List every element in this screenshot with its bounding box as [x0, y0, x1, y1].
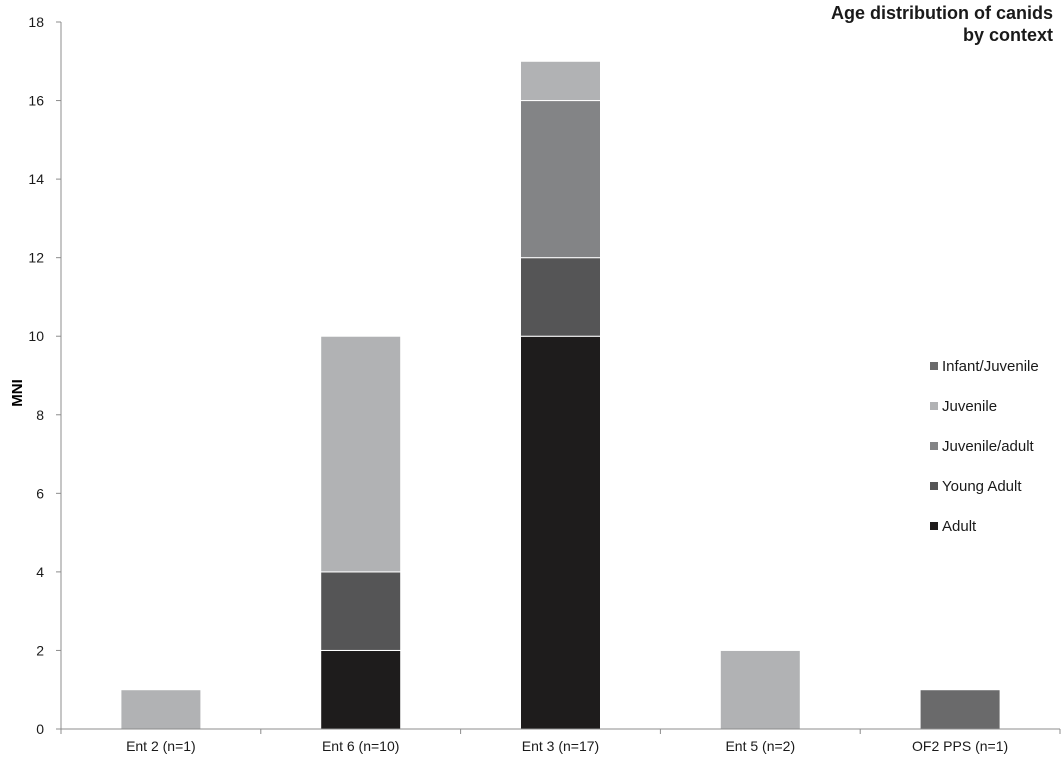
x-tick-label: Ent 6 (n=10): [322, 738, 399, 754]
x-tick-label: OF2 PPS (n=1): [912, 738, 1008, 754]
x-tick-label: Ent 3 (n=17): [522, 738, 599, 754]
y-tick-label: 16: [28, 93, 44, 109]
legend-item: Adult: [930, 518, 976, 536]
y-axis: 0 2 4 6 8 10 12 14 16 18: [28, 14, 62, 737]
y-tick-label: 6: [36, 485, 44, 501]
bar-series: [120, 60, 1001, 730]
legend-swatch: [930, 522, 938, 530]
legend-item: Young Adult: [930, 478, 1022, 496]
bar-segment-juvenile: [520, 60, 601, 102]
legend-label: Infant/Juvenile: [942, 358, 1039, 375]
legend-label: Young Adult: [942, 478, 1022, 495]
legend-label: Juvenile: [942, 398, 998, 415]
bar-segment-adult: [320, 649, 402, 730]
x-tick-label: Ent 5 (n=2): [725, 738, 795, 754]
y-tick-label: 8: [36, 407, 44, 423]
y-tick-label: 12: [28, 250, 44, 266]
legend-swatch: [930, 482, 938, 490]
bar-segment-young-adult: [320, 571, 402, 651]
bar-segment-juvenile: [320, 335, 402, 573]
y-tick-label: 2: [36, 642, 44, 658]
y-tick-label: 10: [28, 328, 44, 344]
x-tick-label: Ent 2 (n=1): [126, 738, 196, 754]
y-axis-label: MNI: [9, 379, 26, 407]
legend-swatch: [930, 402, 938, 410]
bar-segment-infant-juvenile: [919, 689, 1001, 730]
chart-title-line-1: Age distribution of canids: [830, 3, 1053, 23]
legend-swatch: [930, 442, 938, 450]
y-tick-label: 14: [28, 171, 44, 187]
bar-segment-juvenile: [719, 649, 801, 730]
legend-item: Juvenile: [930, 398, 997, 416]
legend-label: Juvenile/adult: [942, 438, 1034, 455]
bar-segment-young-adult: [520, 257, 601, 337]
y-tick-label: 4: [36, 564, 44, 580]
legend-item: Infant/Juvenile: [930, 358, 1039, 376]
chart-title: Age distribution of canids by context: [831, 2, 1053, 46]
legend-label: Adult: [942, 518, 977, 535]
y-tick-label: 18: [28, 14, 44, 30]
y-tick-label: 0: [36, 721, 44, 737]
bar-segment-adult: [520, 335, 601, 730]
legend-swatch: [930, 362, 938, 370]
bar-segment-juvenile: [120, 689, 202, 730]
x-axis: Ent 2 (n=1) Ent 6 (n=10) Ent 3 (n=17) Ent 5…: [60, 728, 1061, 754]
chart-title-line-2: by context: [962, 25, 1053, 45]
legend-item: Juvenile/adult: [930, 438, 1034, 456]
bar-segment-juvenile-adult: [520, 100, 601, 259]
